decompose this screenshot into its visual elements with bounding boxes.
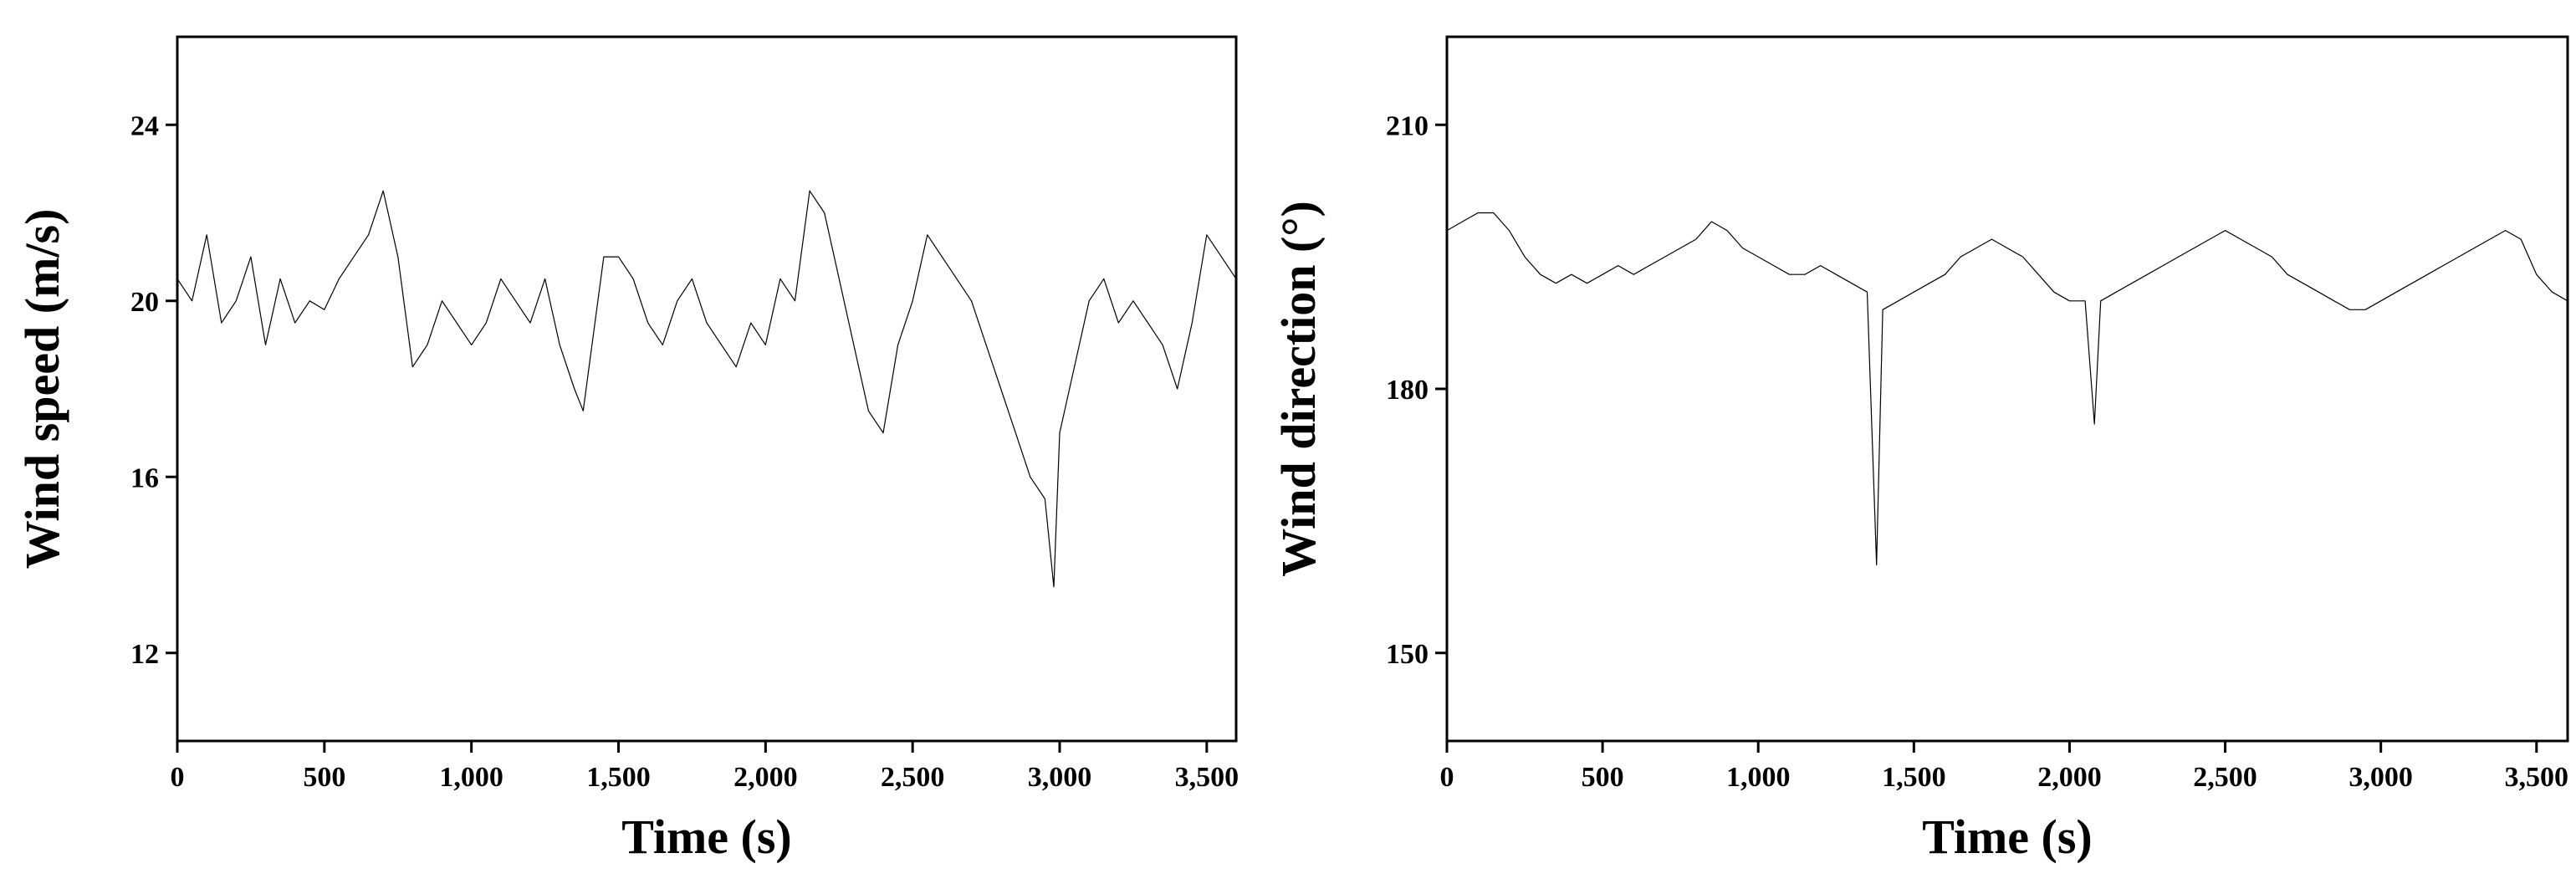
speed-x-tick-label: 500: [303, 762, 345, 793]
direction-x-axis-title: Time (s): [1922, 810, 2093, 864]
wind-direction-chart: 0 500 1,000 1,500 2,000 2,500 3,000 3,500 150 180…: [1271, 35, 2569, 864]
speed-series-line-0: [176, 190, 1237, 588]
direction-x-tick-label: 2,000: [2037, 762, 2102, 793]
direction-plot-frame: [1445, 35, 2569, 743]
speed-y-tick-label: 20: [130, 287, 159, 318]
speed-x-tick-label: 2,000: [733, 762, 798, 793]
direction-x-tick-label: 1,500: [1882, 762, 1946, 793]
speed-plot-frame: [176, 35, 1238, 743]
direction-x-tick-label: 3,000: [2349, 762, 2413, 793]
direction-y-axis-title: Wind direction (°): [1271, 201, 1326, 577]
speed-x-tick-label: 2,500: [881, 762, 945, 793]
direction-x-tick-label: 1,000: [1726, 762, 1791, 793]
direction-y-tick-label: 180: [1386, 375, 1429, 406]
direction-series-line-0: [1446, 212, 2568, 566]
direction-y-tick-label: 210: [1386, 110, 1429, 141]
speed-y-axis-title: Wind speed (m/s): [15, 209, 69, 570]
speed-y-tick-label: 16: [130, 462, 159, 493]
wind-speed-chart: 0 500 1,000 1,500 2,000 2,500 3,000 3,500 12 16 20…: [15, 35, 1239, 864]
speed-x-axis-title: Time (s): [621, 810, 792, 864]
speed-x-tick-label: 1,000: [439, 762, 503, 793]
speed-y-tick-label: 24: [130, 110, 159, 141]
direction-x-tick-label: 3,500: [2505, 762, 2569, 793]
speed-x-tick-label: 3,000: [1028, 762, 1092, 793]
direction-x-tick-label: 2,500: [2193, 762, 2257, 793]
speed-x-tick-label: 1,500: [586, 762, 651, 793]
speed-y-tick-label: 12: [130, 639, 159, 670]
speed-x-tick-label: 0: [171, 762, 185, 793]
speed-x-tick-label: 3,500: [1175, 762, 1239, 793]
direction-x-tick-label: 0: [1440, 762, 1454, 793]
direction-y-tick-label: 150: [1386, 639, 1429, 670]
direction-x-tick-label: 500: [1582, 762, 1624, 793]
